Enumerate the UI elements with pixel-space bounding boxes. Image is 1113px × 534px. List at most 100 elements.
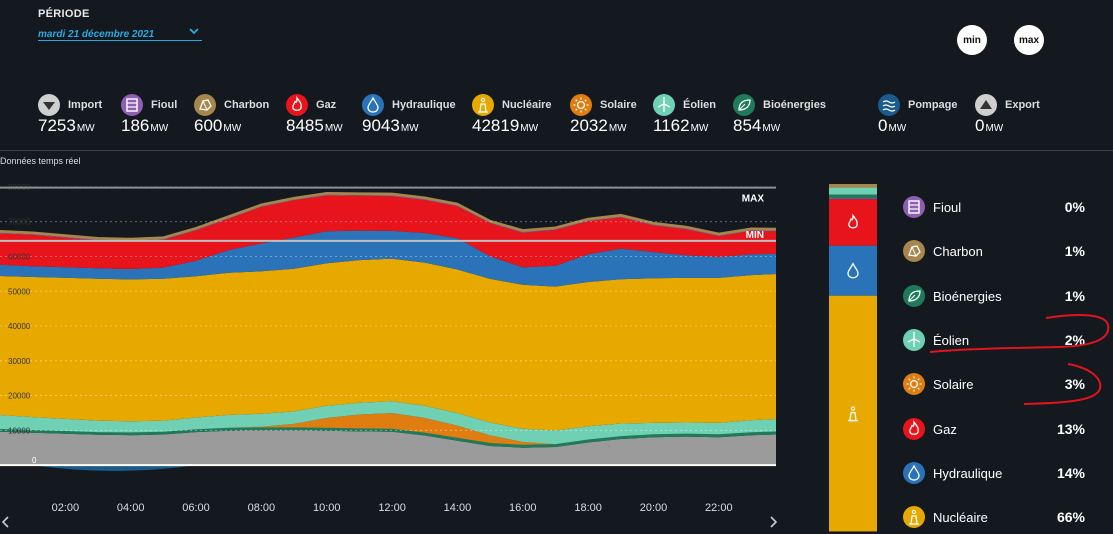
stack-segment-hydraulique [829,245,877,296]
source-unit: MW [76,123,95,134]
source-number: 2032 [570,116,608,135]
coal-icon [903,240,925,262]
leaf-icon [733,94,755,116]
area-series-4 [0,258,776,431]
x-tick-label: 18:00 [574,502,602,514]
x-tick-label: 02:00 [52,502,80,514]
source-unit: MW [324,123,343,134]
source-name: Pompage [908,99,958,111]
source-name: Nucléaire [502,99,552,111]
source-value: 186MW [121,116,168,139]
source-number: 42819 [472,116,520,135]
max-button[interactable]: max [1014,25,1044,55]
source-unit: MW [520,123,539,134]
periode-label: PÉRIODE [38,8,90,20]
mix-name: Hydraulique [933,466,1003,481]
total-consumption-line [0,191,777,240]
chart-title: Données temps réel [0,156,81,166]
flame-icon [848,213,858,229]
fuel-barrel-icon [121,94,143,116]
mix-name: Gaz [933,422,957,437]
chevron-left-icon[interactable] [0,515,12,529]
mix-row-bioenergies: Bioénergies 1% [903,285,1093,311]
flame-icon [286,94,308,116]
source-value: 0MW [878,116,906,139]
mix-name: Nucléaire [933,510,988,525]
mix-percent: 66% [1056,509,1085,525]
mix-percent: 3% [1064,376,1085,392]
source-value: 1162MW [653,116,708,139]
source-name: Bioénergies [763,99,826,111]
x-tick-label: 12:00 [378,502,406,514]
source-name: Gaz [316,99,337,111]
mix-row-nucleaire: Nucléaire 66% [903,506,1093,532]
mix-percent: 0% [1064,199,1085,215]
area-series-1 [0,427,776,448]
source-number: 1162 [653,116,690,135]
source-unit: MW [150,123,169,134]
source-number: 186 [121,116,150,135]
y-tick-label: 70000 [8,218,31,227]
x-tick-label: 10:00 [313,502,341,514]
source-unit: MW [888,123,907,134]
nuclear-plant-icon [848,406,858,422]
area-series-5 [0,230,776,287]
mix-row-fioul: Fioul 0% [903,196,1093,222]
stack-segment-fioul [829,198,877,200]
source-value: 8485MW [286,116,343,139]
mix-percent: 2% [1064,332,1085,348]
y-tick-label: 30000 [8,357,31,366]
production-area-chart[interactable]: 0100002000030000400005000060000700008000… [0,180,800,534]
source-unit: MW [762,123,781,134]
area-series-2 [0,413,776,445]
x-tick-label: 20:00 [640,502,668,514]
coal-icon [194,94,216,116]
source-unit: MW [223,123,242,134]
mix-name: Bioénergies [933,289,1002,304]
source-number: 8485 [286,116,324,135]
source-value: 2032MW [570,116,627,139]
periode-date-select[interactable]: mardi 21 décembre 2021 [38,24,202,41]
source-name: Charbon [224,99,270,111]
energy-mix-stack-bar [829,184,877,532]
mix-row-solaire: Solaire 3% [903,373,1093,399]
water-drop-icon [847,262,859,279]
mix-name: Fioul [933,200,962,215]
reference-label-min: MIN [746,230,764,241]
min-button[interactable]: min [957,25,987,55]
flame-icon [903,418,925,440]
import-arrow-icon [38,94,60,116]
stack-segment-nucleaire [829,295,877,532]
x-tick-label: 06:00 [182,502,210,514]
source-name: Hydraulique [392,99,456,111]
source-name: Export [1005,99,1040,111]
chevron-right-icon[interactable] [767,515,779,529]
y-tick-label: 50000 [8,287,31,296]
source-value: 7253MW [38,116,95,139]
mix-percent: 14% [1056,465,1085,481]
mix-row-eolien: Éolien 2% [903,329,1093,355]
x-tick-label: 16:00 [509,502,537,514]
stack-segment-bioenergies [829,194,877,199]
sun-icon [570,94,592,116]
stack-segment-charbon [829,184,877,188]
source-value: 42819MW [472,116,538,139]
mix-name: Solaire [933,377,974,392]
mix-row-charbon: Charbon 1% [903,240,1093,266]
waves-icon [878,94,900,116]
sun-icon [903,373,925,395]
source-unit: MW [690,123,709,134]
area-series-0 [0,430,776,466]
area-series-3 [0,401,776,445]
source-number: 7253 [38,116,76,135]
wind-turbine-icon [653,94,675,116]
water-drop-icon [903,462,925,484]
y-tick-label: 60000 [8,252,31,261]
source-number: 0 [975,116,985,135]
x-tick-label: 14:00 [444,502,472,514]
stack-segment-eolien [829,187,877,195]
x-tick-label: 04:00 [117,502,145,514]
source-number: 600 [194,116,223,135]
source-name: Solaire [600,99,637,111]
source-unit: MW [608,123,627,134]
